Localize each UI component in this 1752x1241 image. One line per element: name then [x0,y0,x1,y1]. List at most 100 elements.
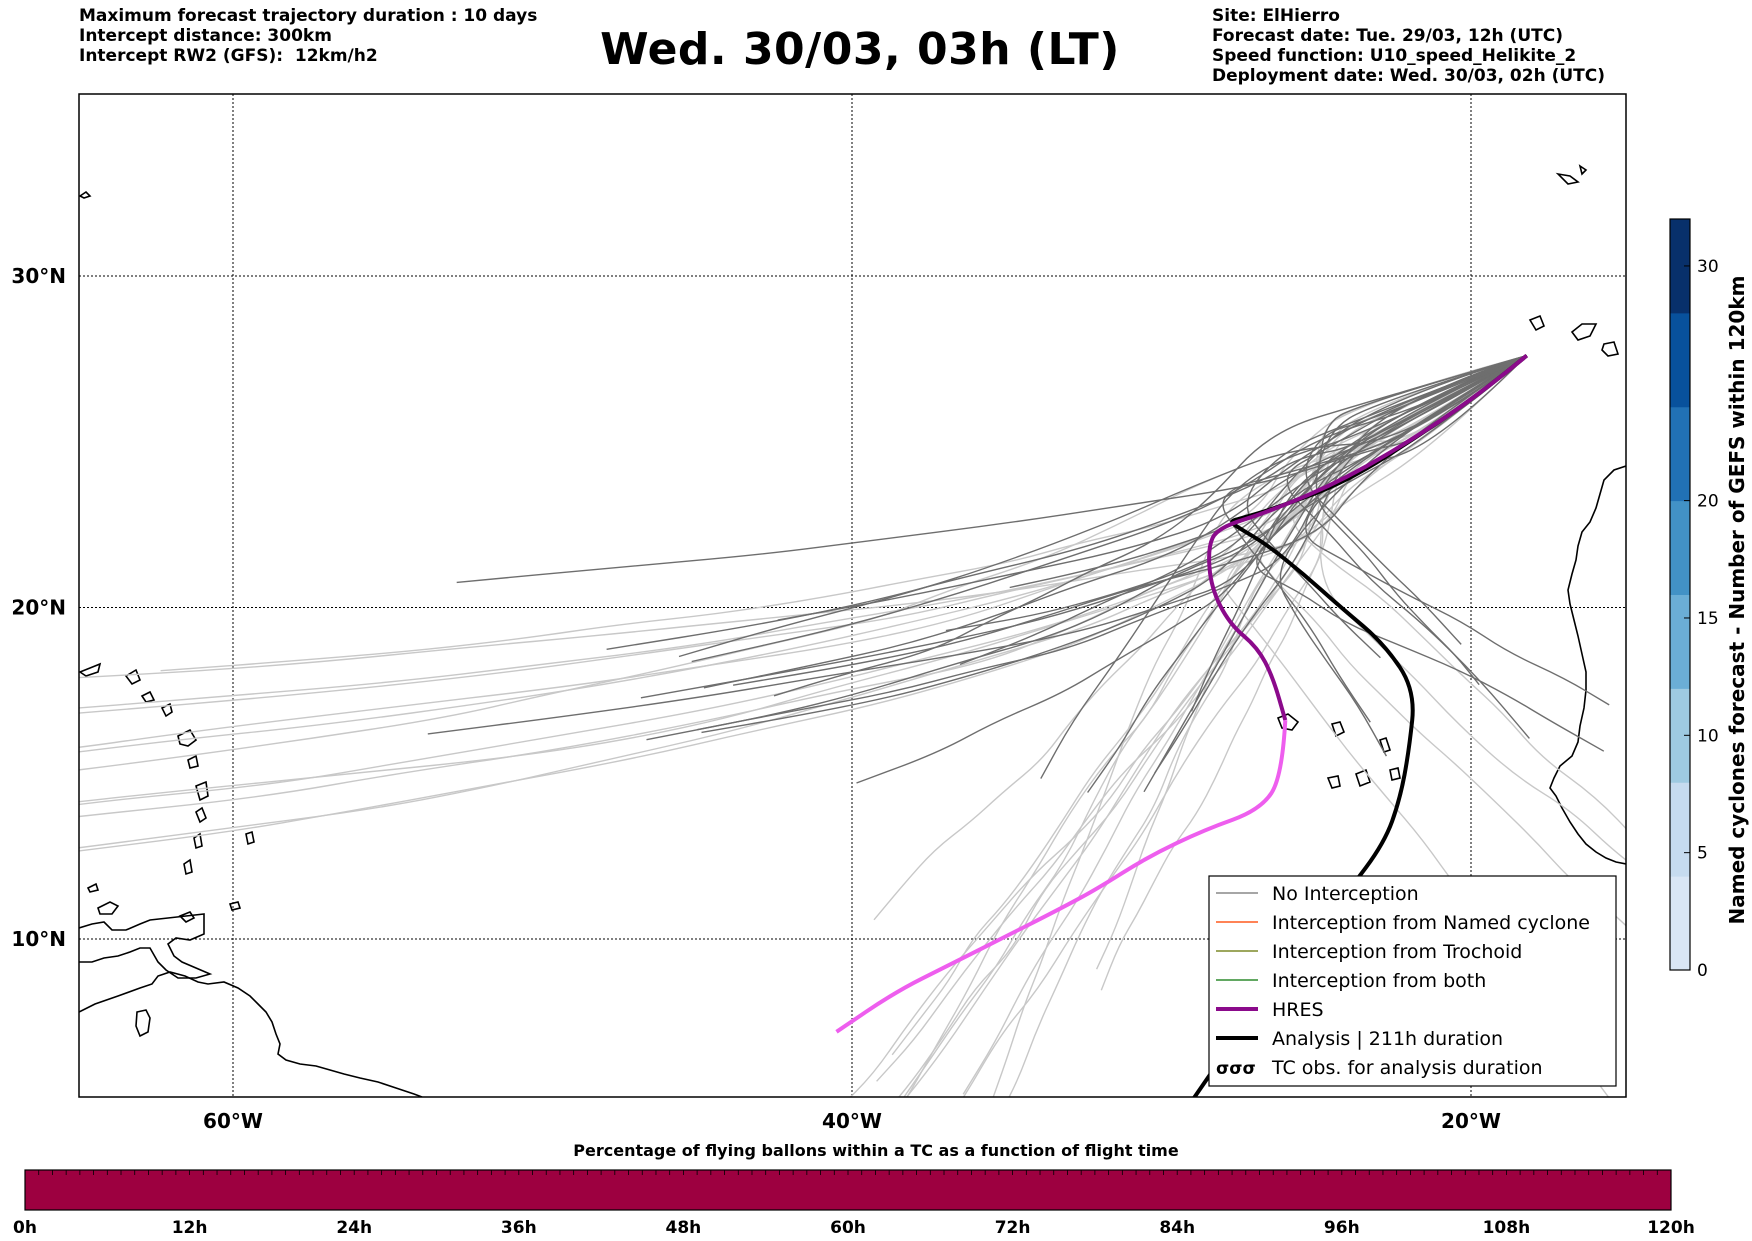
legend-label: Interception from both [1272,970,1486,992]
legend-label: HRES [1272,999,1324,1021]
ensemble-trajectory-late [898,354,1528,1097]
ensemble-trajectory [1087,355,1528,793]
island-3 [178,911,196,923]
ensemble-trajectory [1222,355,1528,723]
antilles-chain [79,190,255,876]
ensemble-trajectory-late [1319,354,1626,861]
colorbar-bottom-tick-label: 108h [1483,1218,1531,1238]
header-parameters: Maximum forecast trajectory duration : 1… [79,6,537,66]
colorbar-bottom-tick-label: 24h [336,1218,372,1238]
trajectory-layer [79,354,1626,1097]
ensemble-trajectory-late [79,354,1527,714]
land-outlines [79,164,1626,1097]
colorbar-bottom-tick-label: 72h [995,1218,1031,1238]
cape-verde-islands [1276,713,1401,789]
colorbar-right-tick-label: 30 [1697,257,1719,277]
ensemble-trajectory [701,355,1528,734]
colorbar-right-tick-label: 10 [1697,726,1719,746]
colorbar-right-fill [1670,219,1690,971]
ensemble-trajectory-late [1095,354,1527,970]
latitude-label: 10°N [11,927,66,951]
ensemble-trajectory [427,354,1527,735]
colorbar-right-segment [1670,219,1690,314]
island-4 [228,901,242,911]
colorbar-right-tick-label: 0 [1697,961,1708,981]
longitude-label: 40°W [822,1109,882,1133]
header-forecast-date: Forecast date: Tue. 29/03, 12h (UTC) [1212,26,1563,46]
latitude-label: 30°N [11,264,66,288]
colorbar-right-tick-label: 15 [1697,609,1719,629]
bottom-colorbar-title: Percentage of flying ballons within a TC… [573,1141,1179,1160]
colorbar-bottom-tick-label: 84h [1159,1218,1195,1238]
ensemble-trajectory-late [79,355,1528,709]
legend-label: No Interception [1272,883,1419,905]
colorbar-bottom-tick-label: 12h [172,1218,208,1238]
ensemble-trajectory [1286,354,1530,739]
header-deployment-date: Deployment date: Wed. 30/03, 02h (UTC) [1212,66,1606,86]
ensemble-trajectory [1279,355,1528,757]
legend-label: Analysis | 211h duration [1272,1028,1503,1050]
colorbar-bottom-tick-label: 96h [1324,1218,1360,1238]
ensemble-trajectory-late [873,354,1528,921]
latitude-label: 20°N [11,596,66,620]
header-speed-function: Speed function: U10_speed_Helikite_2 [1212,46,1577,66]
map-frame [78,93,1627,1098]
legend-label: Interception from Named cyclone [1272,912,1590,934]
colorbar-right-segment [1670,594,1690,689]
ensemble-trajectory-late [849,355,1528,1097]
colorbar-right-ticks: 0 5 10 15 20 30 [1684,257,1719,981]
ensemble-trajectory [773,354,1527,697]
legend-box [1208,875,1617,1087]
colorbar-bottom-ticks: 0h 12h 24h 36h 48h 60h 72h 84h 96h 108h 120h [13,1170,1695,1238]
legend: No Interception Interception from Named c… [1208,875,1617,1087]
colorbar-bottom-fill [25,1170,1671,1210]
tc-obs-legend-symbol: σσσ [1216,1059,1256,1079]
canary-islands [1528,164,1620,357]
colorbar-right: 0 5 10 15 20 30 Named cyclones forecast - Num… [1669,218,1749,981]
legend-label: Interception from Trochoid [1272,941,1522,963]
header-site-info: Site: ElHierro Forecast date: Tue. 29/03… [1212,6,1605,86]
venezuela-coast [79,913,213,979]
colorbar-bottom-tick-label: 0h [13,1218,37,1238]
colorbar-right-tick-label: 5 [1697,844,1708,864]
header-intercept-distance: Intercept distance: 300km [79,26,332,46]
colorbar-right-segment [1670,688,1690,783]
ensemble-trajectory-late [79,355,1528,818]
colorbar-right-segment [1670,876,1690,971]
longitude-label: 20°W [1441,1109,1501,1133]
legend-items: No Interception Interception from Named c… [1216,883,1590,1079]
hres-track-early [1207,354,1528,721]
ensemble-trajectory [691,354,1528,663]
south-america-coast [79,971,423,1097]
ensemble-trajectory-late [1292,354,1626,830]
colorbar-right-segment [1670,406,1690,502]
colorbar-right-label: Named cyclones forecast - Number of GEFS… [1725,276,1749,925]
colorbar-bottom-tick-label: 120h [1647,1218,1695,1238]
longitude-label: 60°W [203,1109,263,1133]
page-title: Wed. 30/03, 03h (LT) [600,24,1120,75]
colorbar-right-frame [1669,218,1691,971]
colorbar-right-tick-label: 20 [1697,492,1719,512]
ensemble-trajectory [646,355,1528,741]
africa-coast [1549,465,1626,865]
colorbar-right-segment [1670,500,1690,595]
colorbar-right-segment [1670,782,1690,877]
colorbar-bottom-tick-label: 48h [666,1218,702,1238]
header-intercept-rw2: Intercept RW2 (GFS): 12km/h2 [79,46,378,66]
colorbar-bottom: 0h 12h 24h 36h 48h 60h 72h 84h 96h 108h 120h [13,1169,1695,1238]
axis-labels: 60°W 40°W 20°W 30°N 20°N 10°N [11,264,1501,1133]
ensemble-trajectory [856,354,1527,784]
ensemble-trajectory [1246,354,1527,659]
colorbar-right-segment [1670,312,1690,408]
island-2 [86,882,100,893]
header-duration: Maximum forecast trajectory duration : 1… [79,6,538,26]
island-1 [97,901,120,915]
ensemble-trajectory [1315,354,1527,686]
hres-track-late [835,720,1288,1034]
trinidad-island [135,1009,151,1038]
colorbar-bottom-tick-label: 60h [830,1218,866,1238]
ensemble-trajectory [703,354,1528,689]
legend-label: TC obs. for analysis duration [1271,1057,1543,1079]
header-site: Site: ElHierro [1212,6,1340,26]
